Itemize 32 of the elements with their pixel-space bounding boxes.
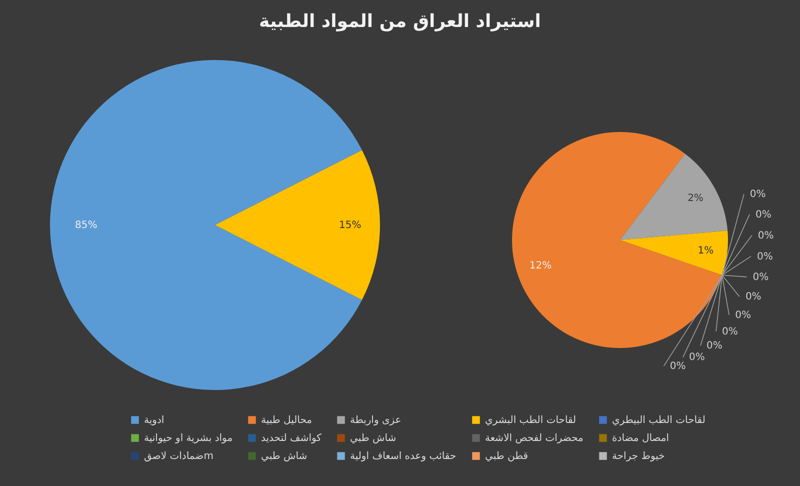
data-label: 15% — [339, 220, 362, 231]
text: 0% — [745, 292, 762, 303]
legend-label: عزى واربطة — [350, 415, 402, 426]
text: 0% — [757, 251, 773, 262]
legend-label: ادوية — [144, 415, 164, 426]
legend-label: امصال مضادة — [612, 433, 670, 444]
legend-label: مواد بشرية او حيوانية — [144, 433, 233, 444]
text: 0% — [758, 230, 774, 242]
legend-label: كواشف لتحديد — [261, 433, 322, 444]
text: 0% — [670, 360, 686, 372]
data-label: 1% — [698, 246, 714, 257]
text: 0% — [735, 310, 751, 321]
legend-label: حقائب وعده اسعاف اولية — [350, 451, 456, 462]
data-label: 85% — [75, 220, 98, 231]
text: 0% — [752, 272, 769, 283]
text: 0% — [688, 352, 705, 364]
legend-label: محاليل طبية — [261, 415, 312, 426]
data-label: 12% — [529, 260, 552, 272]
chart-title: استيراد العراق من المواد الطبية — [259, 11, 541, 32]
text: 0% — [722, 326, 738, 338]
legend-label: ضمادات لاصقm — [144, 451, 214, 462]
legend-label: محضرات لفحص الاشعة — [485, 433, 584, 444]
legend-label: لقاحات الطب البيطري — [612, 415, 706, 426]
text: 0% — [750, 189, 766, 200]
text: 0% — [756, 209, 772, 220]
legend-label: قطن طبي — [485, 451, 528, 462]
legend-label: شاش طبي — [261, 451, 308, 462]
data-label: 2% — [688, 193, 704, 204]
legend-label: لقاحات الطب البشري — [485, 415, 576, 426]
legend-label: خيوط جراحة — [612, 451, 665, 462]
legend-label: شاش طبي — [350, 433, 396, 444]
text: 0% — [706, 340, 722, 352]
